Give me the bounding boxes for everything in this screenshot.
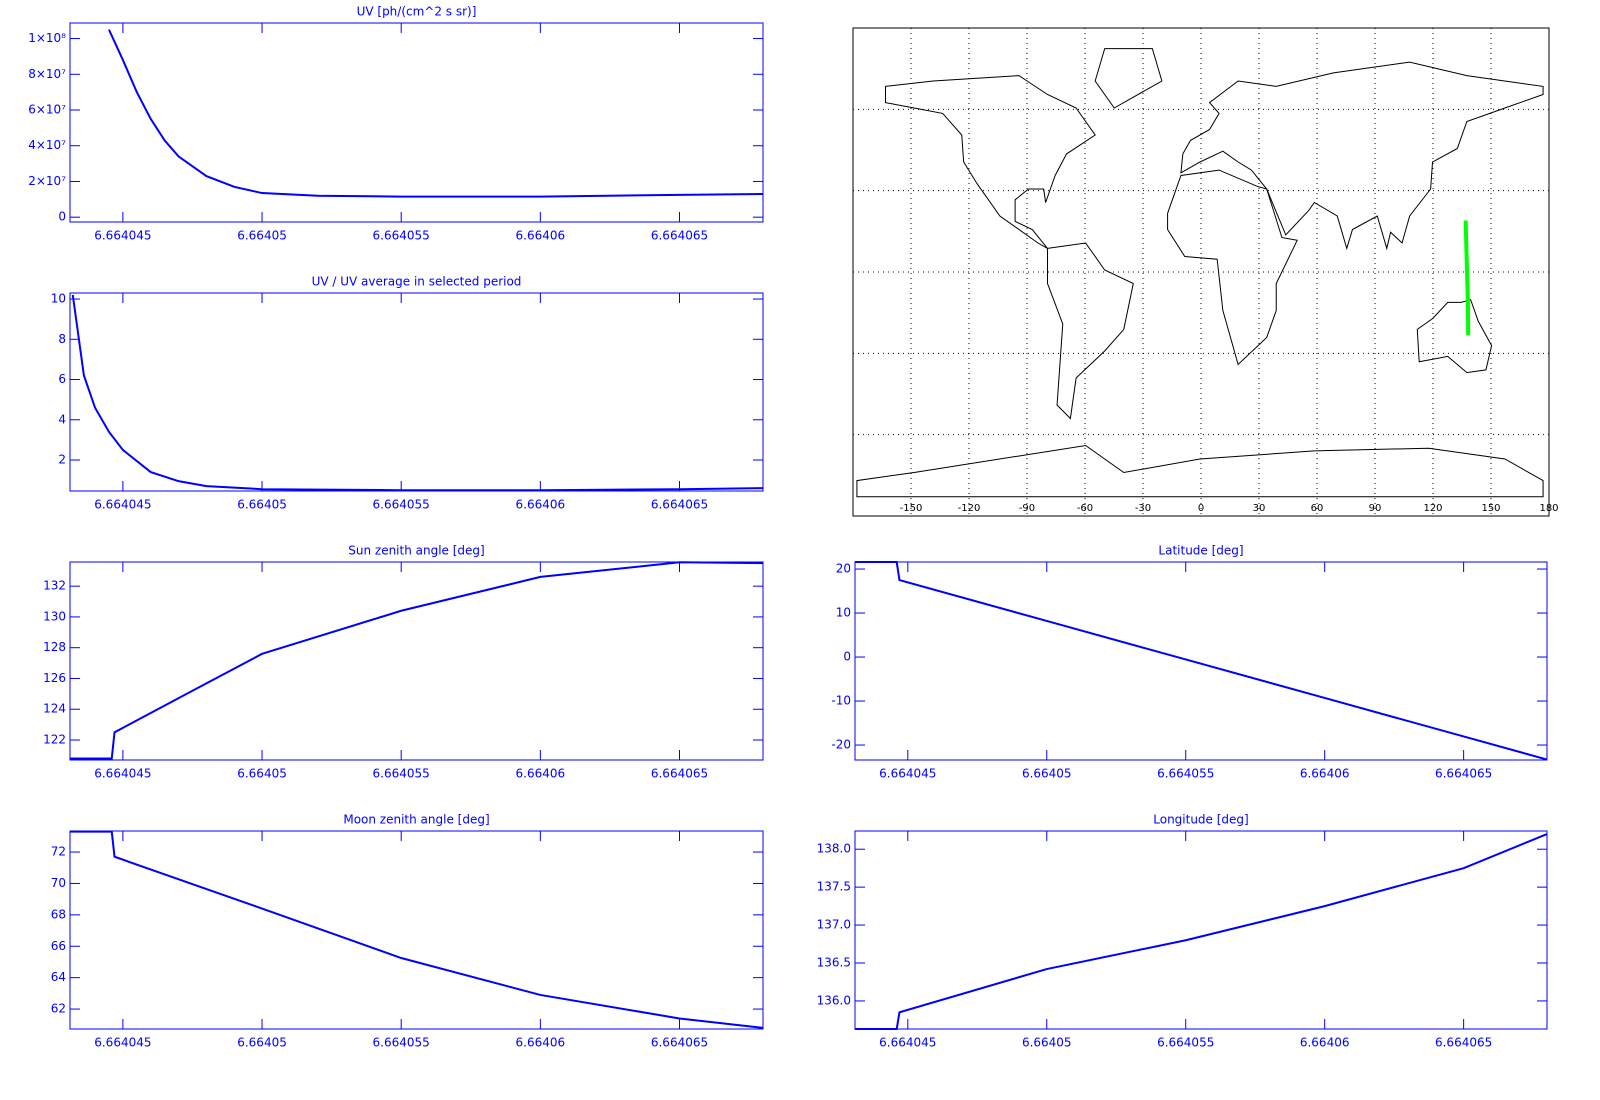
y-tick-label: 8	[58, 332, 66, 346]
y-tick-label: 4	[58, 412, 66, 426]
y-tick-label: 4×10⁷	[28, 138, 66, 152]
x-tick-label: 6.664055	[373, 498, 430, 512]
x-tick-label: 6.664045	[879, 1036, 936, 1050]
x-tick-label: -90	[1019, 503, 1035, 514]
x-tick-label: 6.664055	[1157, 1036, 1214, 1050]
x-tick-label: 150	[1481, 503, 1500, 514]
x-tick-label: 6.664065	[1435, 767, 1492, 781]
x-tick-label: 6.664055	[373, 767, 430, 781]
y-tick-label: 20	[836, 562, 851, 576]
y-tick-label: 8×10⁷	[28, 67, 66, 81]
y-tick-label: 124	[43, 702, 66, 716]
y-tick-label: 137.0	[817, 918, 851, 932]
y-tick-label: 66	[51, 939, 66, 953]
x-tick-label: -150	[900, 503, 923, 514]
x-tick-label: 6.66406	[1300, 767, 1350, 781]
x-tick-label: 6.66406	[516, 229, 566, 243]
chart-title: Longitude [deg]	[1153, 813, 1248, 827]
x-tick-label: 6.66405	[237, 229, 287, 243]
y-tick-label: 0	[58, 210, 66, 224]
y-tick-label: 0	[843, 650, 851, 664]
map-frame	[852, 27, 1550, 517]
y-tick-label: 137.5	[817, 880, 851, 894]
y-tick-label: 130	[43, 609, 66, 623]
chart-title: Sun zenith angle [deg]	[348, 544, 484, 558]
continents	[857, 49, 1543, 497]
x-tick-label: 6.664065	[1435, 1036, 1492, 1050]
x-tick-label: 6.664045	[94, 1036, 151, 1050]
y-tick-label: 1×10⁸	[28, 31, 66, 45]
y-tick-label: 64	[51, 970, 66, 984]
plot-frame	[69, 561, 764, 761]
y-tick-label: -20	[831, 738, 851, 752]
track	[1463, 220, 1471, 336]
x-tick-label: 30	[1253, 503, 1266, 514]
y-tick-label: 72	[51, 845, 66, 859]
y-tick-label: 68	[51, 907, 66, 921]
x-tick-label: 6.664045	[94, 229, 151, 243]
plot-frame	[854, 830, 1548, 1030]
y-tick-label: 2×10⁷	[28, 174, 66, 188]
x-tick-label: 6.66405	[237, 1036, 287, 1050]
x-tick-label: 6.66406	[516, 767, 566, 781]
y-tick-label: 10	[51, 292, 66, 306]
x-tick-label: 6.66406	[1300, 1036, 1350, 1050]
y-tick-label: 62	[51, 1002, 66, 1016]
x-tick-label: 6.664065	[651, 498, 708, 512]
chart-title: UV / UV average in selected period	[312, 275, 522, 289]
chart-title: UV [ph/(cm^2 s sr)]	[357, 5, 477, 19]
x-tick-label: 6.664045	[94, 498, 151, 512]
y-tick-label: 10	[836, 606, 851, 620]
x-tick-label: 6.664055	[373, 229, 430, 243]
line	[70, 830, 764, 1029]
x-tick-label: 6.664065	[651, 767, 708, 781]
x-tick-label: 6.664055	[373, 1036, 430, 1050]
y-tick-label: 136.5	[817, 956, 851, 970]
x-tick-label: 6.66405	[237, 498, 287, 512]
plot-frame	[69, 830, 764, 1030]
y-tick-label: 136.0	[817, 993, 851, 1007]
x-tick-label: 6.664065	[651, 1036, 708, 1050]
x-tick-label: 6.664045	[879, 767, 936, 781]
x-tick-label: -120	[958, 503, 981, 514]
x-tick-label: 6.66406	[516, 498, 566, 512]
plot-frame	[69, 292, 764, 492]
x-tick-label: 6.664055	[1157, 767, 1214, 781]
x-tick-label: 180	[1539, 503, 1558, 514]
y-tick-label: 6×10⁷	[28, 102, 66, 116]
line	[855, 561, 1548, 761]
y-tick-label: 128	[43, 640, 66, 654]
x-tick-label: 90	[1369, 503, 1382, 514]
x-tick-label: 6.664065	[651, 229, 708, 243]
y-tick-label: 6	[58, 372, 66, 386]
y-tick-label: -10	[831, 694, 851, 708]
y-tick-label: 122	[43, 733, 66, 747]
line	[108, 29, 764, 198]
y-tick-label: 132	[43, 579, 66, 593]
x-tick-label: 6.66406	[516, 1036, 566, 1050]
plot-frame	[854, 561, 1548, 761]
y-tick-label: 70	[51, 876, 66, 890]
line	[70, 561, 764, 760]
x-tick-label: 120	[1423, 503, 1442, 514]
x-tick-label: 60	[1311, 503, 1324, 514]
x-tick-label: 6.66405	[1022, 767, 1072, 781]
x-tick-label: -60	[1077, 503, 1093, 514]
chart-title: Latitude [deg]	[1158, 544, 1243, 558]
line	[71, 294, 764, 492]
y-tick-label: 2	[58, 453, 66, 467]
chart-title: Moon zenith angle [deg]	[343, 813, 489, 827]
x-tick-label: 6.66405	[1022, 1036, 1072, 1050]
y-tick-label: 138.0	[817, 842, 851, 856]
plot-frame	[69, 22, 764, 223]
y-tick-label: 126	[43, 671, 66, 685]
x-tick-label: 6.664045	[94, 767, 151, 781]
line	[855, 833, 1548, 1030]
x-tick-label: -30	[1135, 503, 1151, 514]
x-tick-label: 0	[1198, 503, 1204, 514]
x-tick-label: 6.66405	[237, 767, 287, 781]
